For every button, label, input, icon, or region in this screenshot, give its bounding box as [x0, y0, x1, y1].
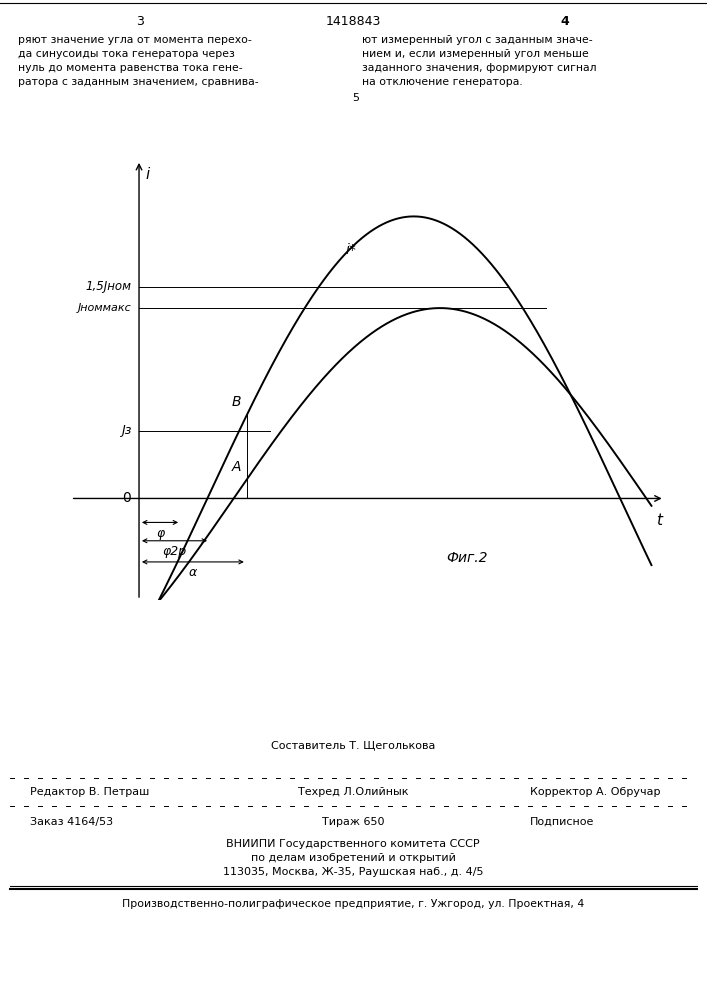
Text: 113035, Москва, Ж-35, Раушская наб., д. 4/5: 113035, Москва, Ж-35, Раушская наб., д. …	[223, 867, 484, 877]
Text: ряют значение угла от момента перехо-: ряют значение угла от момента перехо-	[18, 35, 252, 45]
Text: Корректор А. Обручар: Корректор А. Обручар	[530, 787, 660, 797]
Text: заданного значения, формируют сигнал: заданного значения, формируют сигнал	[362, 63, 597, 73]
Text: A: A	[232, 460, 242, 474]
Text: Составитель Т. Щеголькова: Составитель Т. Щеголькова	[271, 740, 436, 750]
Text: на отключение генератора.: на отключение генератора.	[362, 77, 522, 87]
Text: Техред Л.Олийнык: Техред Л.Олийнык	[298, 787, 408, 797]
Text: i: i	[146, 167, 150, 182]
Text: φ2р: φ2р	[163, 545, 187, 558]
Text: Фиг.2: Фиг.2	[447, 551, 489, 565]
Text: 3: 3	[136, 15, 144, 28]
Text: ВНИИПИ Государственного комитета СССР: ВНИИПИ Государственного комитета СССР	[226, 839, 480, 849]
Text: нуль до момента равенства тока гене-: нуль до момента равенства тока гене-	[18, 63, 243, 73]
Text: α: α	[189, 566, 197, 579]
Text: Подписное: Подписное	[530, 817, 595, 827]
Text: ратора с заданным значением, сравнива-: ратора с заданным значением, сравнива-	[18, 77, 259, 87]
Text: i*: i*	[345, 243, 356, 257]
Text: 0: 0	[122, 491, 131, 505]
Text: Заказ 4164/53: Заказ 4164/53	[30, 817, 113, 827]
Text: B: B	[232, 395, 242, 409]
Text: 4: 4	[561, 15, 569, 28]
Text: Jноммакс: Jноммакс	[77, 303, 131, 313]
Text: 1,5Jном: 1,5Jном	[85, 280, 131, 293]
Text: φ: φ	[156, 527, 164, 540]
Text: t: t	[656, 513, 662, 528]
Text: да синусоиды тока генератора через: да синусоиды тока генератора через	[18, 49, 235, 59]
Text: Тираж 650: Тираж 650	[322, 817, 384, 827]
Text: Jз: Jз	[121, 424, 131, 437]
Text: 5: 5	[353, 93, 359, 103]
Text: 1418843: 1418843	[325, 15, 380, 28]
Text: Производственно-полиграфическое предприятие, г. Ужгород, ул. Проектная, 4: Производственно-полиграфическое предприя…	[122, 899, 584, 909]
Text: Редактор В. Петраш: Редактор В. Петраш	[30, 787, 149, 797]
Text: по делам изобретений и открытий: по делам изобретений и открытий	[250, 853, 455, 863]
Text: ют измеренный угол с заданным значе-: ют измеренный угол с заданным значе-	[362, 35, 592, 45]
Text: нием и, если измеренный угол меньше: нием и, если измеренный угол меньше	[362, 49, 589, 59]
